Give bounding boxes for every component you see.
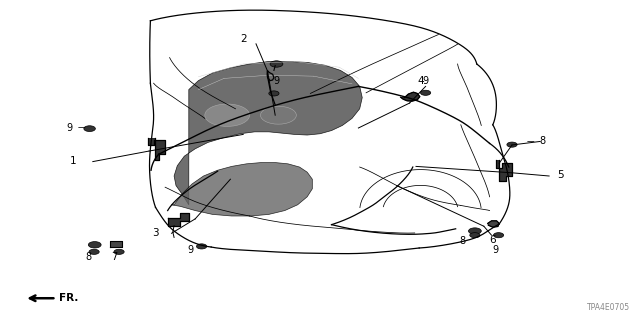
Polygon shape xyxy=(401,92,420,101)
Text: TPA4E0705: TPA4E0705 xyxy=(588,303,630,312)
Polygon shape xyxy=(168,213,189,226)
Circle shape xyxy=(89,249,99,254)
Text: 7: 7 xyxy=(111,252,117,262)
Polygon shape xyxy=(174,61,362,205)
Text: 3: 3 xyxy=(152,228,159,238)
Circle shape xyxy=(468,228,481,234)
Polygon shape xyxy=(496,160,512,181)
Text: —: — xyxy=(78,124,86,132)
Text: 5: 5 xyxy=(557,170,563,180)
Circle shape xyxy=(196,244,207,249)
Text: 1: 1 xyxy=(70,156,77,166)
Circle shape xyxy=(270,61,283,67)
Text: 9: 9 xyxy=(492,244,499,255)
Circle shape xyxy=(84,126,95,132)
Text: FR.: FR. xyxy=(59,293,78,303)
Text: 8: 8 xyxy=(459,236,465,246)
Circle shape xyxy=(114,249,124,254)
Text: 9: 9 xyxy=(188,244,194,255)
Circle shape xyxy=(88,242,101,248)
Circle shape xyxy=(470,233,480,238)
Circle shape xyxy=(260,106,296,124)
Text: 6: 6 xyxy=(490,235,496,245)
Circle shape xyxy=(269,91,279,96)
Circle shape xyxy=(493,233,504,238)
Circle shape xyxy=(507,142,517,147)
Text: 8: 8 xyxy=(85,252,92,262)
Polygon shape xyxy=(172,163,312,216)
Text: —: — xyxy=(527,137,534,146)
Circle shape xyxy=(205,104,250,126)
Text: 4: 4 xyxy=(417,76,424,86)
Polygon shape xyxy=(110,241,122,247)
Polygon shape xyxy=(488,221,499,227)
Text: 8: 8 xyxy=(540,136,546,147)
Text: 9: 9 xyxy=(422,76,429,86)
Text: 2: 2 xyxy=(240,34,246,44)
Text: 9: 9 xyxy=(66,123,72,133)
Circle shape xyxy=(420,90,431,95)
Polygon shape xyxy=(148,138,165,160)
Text: 9: 9 xyxy=(273,76,280,86)
